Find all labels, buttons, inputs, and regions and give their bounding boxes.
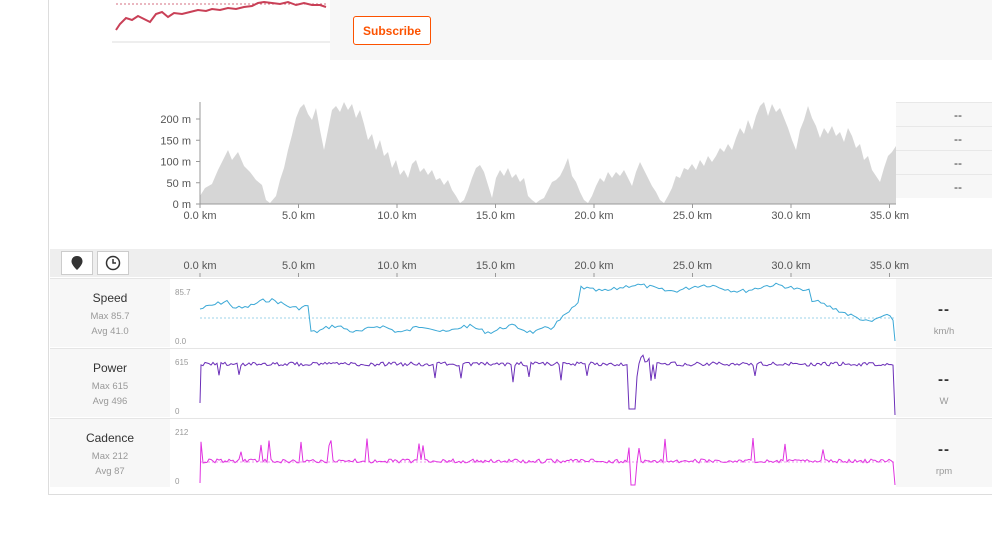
stream-top-label: 615 [175, 358, 189, 367]
map-view-button[interactable] [61, 251, 93, 275]
elevation-side-value: -- [896, 102, 992, 126]
stream-max: Max 212 [91, 451, 129, 462]
elevation-y-tick-label: 0 m [173, 199, 191, 211]
map-pin-icon [71, 256, 83, 270]
stream-max: Max 85.7 [90, 311, 130, 322]
stream-plot[interactable]: 212 0 [170, 419, 896, 487]
stream-current: -- W [896, 349, 992, 417]
stream-max: Max 615 [91, 381, 129, 392]
stream-unit: W [939, 396, 949, 407]
activity-panel [48, 0, 992, 495]
stream-top-label: 85.7 [175, 288, 191, 297]
elevation-x-tick-label: 20.0 km [574, 210, 613, 222]
stream-x-tick-label: 5.0 km [282, 260, 315, 272]
stream-label: Speed Max 85.7 Avg 41.0 [50, 291, 170, 339]
elevation-x-tick-label: 15.0 km [476, 210, 515, 222]
stream-avg: Avg 41.0 [91, 326, 129, 337]
subscribe-button[interactable]: Subscribe [353, 16, 431, 45]
elevation-x-tick-label: 5.0 km [282, 210, 315, 222]
stream-x-tick-label: 35.0 km [870, 260, 909, 272]
stream-current: -- rpm [896, 419, 992, 487]
stream-x-tick-label: 15.0 km [476, 260, 515, 272]
elevation-x-tick-label: 35.0 km [870, 210, 909, 222]
elevation-profile [200, 102, 896, 204]
stream-unit: rpm [935, 466, 953, 477]
elevation-y-tick-label: 200 m [160, 114, 191, 126]
elevation-y-tick-label: 100 m [160, 157, 191, 169]
clock-icon [105, 255, 121, 271]
stream-bottom-label: 0 [175, 477, 180, 486]
time-view-button[interactable] [97, 251, 129, 275]
stream-label: Power Max 615 Avg 496 [50, 361, 170, 409]
stream-value: -- [938, 441, 950, 458]
stream-row-speed: Speed Max 85.7 Avg 41.0 85.7 0.0 -- km/h [50, 278, 992, 347]
stream-avg: Avg 496 [92, 396, 128, 407]
elevation-x-tick-label: 25.0 km [673, 210, 712, 222]
stream-x-tick-label: 25.0 km [673, 260, 712, 272]
elevation-side-values: -- -- -- -- [896, 102, 992, 198]
stream-top-label: 212 [175, 428, 189, 437]
elevation-x-tick-label: 30.0 km [771, 210, 810, 222]
stream-x-tick-label: 0.0 km [183, 260, 216, 272]
elevation-x-tick-label: 0.0 km [183, 210, 216, 222]
stream-line [199, 438, 896, 486]
elevation-side-value: -- [896, 150, 992, 174]
stream-value: -- [938, 371, 950, 388]
stream-name: Power [92, 361, 127, 375]
stream-x-tick-label: 30.0 km [771, 260, 810, 272]
stream-name: Speed [92, 291, 128, 305]
elevation-side-value: -- [896, 174, 992, 198]
stream-toolbar [50, 249, 992, 277]
stream-row-cadence: Cadence Max 212 Avg 87 212 0 -- rpm [50, 418, 992, 487]
stream-row-power: Power Max 615 Avg 496 615 0 -- W [50, 348, 992, 417]
stream-line [199, 282, 896, 342]
elevation-y-tick-label: 150 m [160, 135, 191, 147]
stream-line [199, 354, 896, 416]
stream-value: -- [938, 301, 950, 318]
stream-plot[interactable]: 85.7 0.0 [170, 279, 896, 347]
stream-x-axis: 0.0 km 5.0 km 10.0 km 15.0 km 20.0 km 25.0 km… [183, 260, 909, 277]
stream-avg: Avg 87 [95, 466, 125, 477]
elevation-chart: 200 m 150 m 100 m 50 m 0 m 0.0 km 5.0 km 10.0 … [160, 102, 909, 222]
stream-name: Cadence [85, 431, 135, 445]
stream-current: -- km/h [896, 279, 992, 347]
stream-bottom-label: 0 [175, 407, 180, 416]
elevation-x-tick-label: 10.0 km [377, 210, 416, 222]
stream-x-tick-label: 10.0 km [377, 260, 416, 272]
stream-bottom-label: 0.0 [175, 337, 187, 346]
stream-x-tick-label: 20.0 km [574, 260, 613, 272]
elevation-y-tick-label: 50 m [167, 178, 191, 190]
mini-chart-line [115, 0, 327, 31]
stream-label: Cadence Max 212 Avg 87 [50, 431, 170, 479]
stream-plot[interactable]: 615 0 [170, 349, 896, 417]
stream-unit: km/h [933, 326, 955, 337]
elevation-side-value: -- [896, 126, 992, 150]
mini-chart [112, 0, 330, 60]
